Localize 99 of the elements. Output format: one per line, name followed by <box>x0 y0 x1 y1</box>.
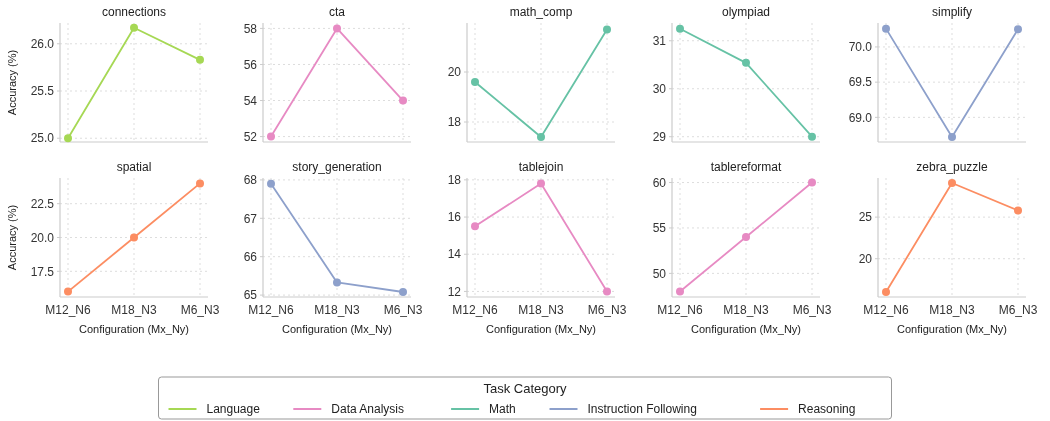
point <box>537 133 545 141</box>
x-tick-label: M18_N3 <box>111 303 157 317</box>
x-tick-label: M12_N6 <box>657 303 703 317</box>
chart-title: olympiad <box>721 5 771 19</box>
point <box>64 287 72 296</box>
point <box>1014 206 1022 215</box>
x-axis-title: Configuration (Mx_Ny) <box>896 323 1008 335</box>
point <box>130 233 138 242</box>
y-tick-label: 14 <box>447 247 462 262</box>
y-tick-label: 12 <box>447 284 462 299</box>
y-tick-label: 70.0 <box>848 40 873 55</box>
point <box>333 24 341 33</box>
chart-title: story_generation <box>292 160 382 174</box>
y-tick-label: 20 <box>447 65 462 80</box>
x-tick-label: M6_N3 <box>792 303 832 317</box>
legend-title: Task Category <box>483 381 568 396</box>
x-axis-title: Configuration (Mx_Ny) <box>690 323 802 335</box>
x-axis-title: Configuration (Mx_Ny) <box>78 323 190 335</box>
x-tick-label: M12_N6 <box>248 303 294 317</box>
y-tick-label: 66 <box>243 249 258 264</box>
y-tick-label: 20 <box>858 251 873 266</box>
chart-title: math_comp <box>509 5 573 19</box>
point <box>603 287 611 296</box>
y-tick-label: 52 <box>243 129 258 144</box>
legend-label: Instruction Following <box>587 402 697 417</box>
y-tick-label: 31 <box>652 33 667 48</box>
x-tick-label: M12_N6 <box>863 303 909 317</box>
y-tick-label: 25.0 <box>30 131 55 146</box>
y-tick-label: 26.0 <box>30 36 55 51</box>
y-tick-label: 69.0 <box>848 110 873 125</box>
point <box>882 24 890 33</box>
y-tick-label: 56 <box>243 57 258 72</box>
x-tick-label: M6_N3 <box>998 303 1038 317</box>
y-tick-label: 69.5 <box>848 75 873 90</box>
y-tick-label: 29 <box>652 129 667 144</box>
y-tick-label: 25 <box>858 210 873 225</box>
x-tick-label: M18_N3 <box>314 303 360 317</box>
point <box>603 25 611 34</box>
point <box>948 178 956 187</box>
y-tick-label: 55 <box>652 221 667 236</box>
point <box>676 24 684 33</box>
point <box>196 179 204 188</box>
chart-title: zebra_puzzle <box>916 160 989 174</box>
point <box>1014 25 1022 34</box>
point <box>196 55 204 64</box>
chart-title: tablejoin <box>518 160 564 174</box>
chart-title: simplify <box>931 5 973 19</box>
x-tick-label: M12_N6 <box>45 303 91 317</box>
y-tick-label: 25.5 <box>30 84 55 99</box>
point <box>333 278 341 287</box>
point <box>537 179 545 188</box>
point <box>399 288 407 297</box>
legend-label: Reasoning <box>798 402 856 417</box>
point <box>399 96 407 105</box>
y-tick-label: 58 <box>243 21 258 36</box>
point <box>471 222 479 231</box>
legend-label: Data Analysis <box>331 402 404 417</box>
point <box>742 58 750 67</box>
y-tick-label: 16 <box>447 210 462 225</box>
y-tick-label: 54 <box>243 93 258 108</box>
x-tick-label: M18_N3 <box>929 303 975 317</box>
point <box>676 287 684 296</box>
y-tick-label: 18 <box>447 115 462 130</box>
chart-title: connections <box>101 5 167 19</box>
point <box>64 134 72 143</box>
x-axis-title: Configuration (Mx_Ny) <box>485 323 597 335</box>
y-tick-label: 68 <box>243 173 258 188</box>
point <box>808 178 816 187</box>
point <box>471 78 479 86</box>
x-axis-title: Configuration (Mx_Ny) <box>281 323 393 335</box>
y-axis-title: Accuracy (%) <box>6 49 18 116</box>
point <box>267 179 275 188</box>
legend-label: Math <box>489 402 516 417</box>
y-tick-label: 60 <box>652 175 667 190</box>
y-tick-label: 22.5 <box>30 196 55 211</box>
y-tick-label: 30 <box>652 81 667 96</box>
point <box>948 133 956 142</box>
point <box>882 288 890 297</box>
legend-label: Language <box>206 402 261 417</box>
y-axis-title: Accuracy (%) <box>6 204 18 271</box>
point <box>130 23 138 32</box>
x-tick-label: M6_N3 <box>180 303 220 317</box>
point <box>808 132 816 141</box>
chart-title: tablereformat <box>710 160 783 174</box>
point <box>742 233 750 242</box>
chart-title: spatial <box>116 160 152 174</box>
y-tick-label: 18 <box>447 173 462 188</box>
chart-title: cta <box>328 5 346 19</box>
x-tick-label: M18_N3 <box>518 303 564 317</box>
y-tick-label: 20.0 <box>30 230 55 245</box>
x-tick-label: M18_N3 <box>723 303 769 317</box>
y-tick-label: 50 <box>652 266 667 281</box>
point <box>267 132 275 141</box>
y-tick-label: 67 <box>243 211 258 226</box>
y-tick-label: 17.5 <box>30 264 55 279</box>
x-tick-label: M12_N6 <box>452 303 498 317</box>
x-tick-label: M6_N3 <box>587 303 627 317</box>
x-tick-label: M6_N3 <box>383 303 423 317</box>
y-tick-label: 65 <box>243 288 258 303</box>
